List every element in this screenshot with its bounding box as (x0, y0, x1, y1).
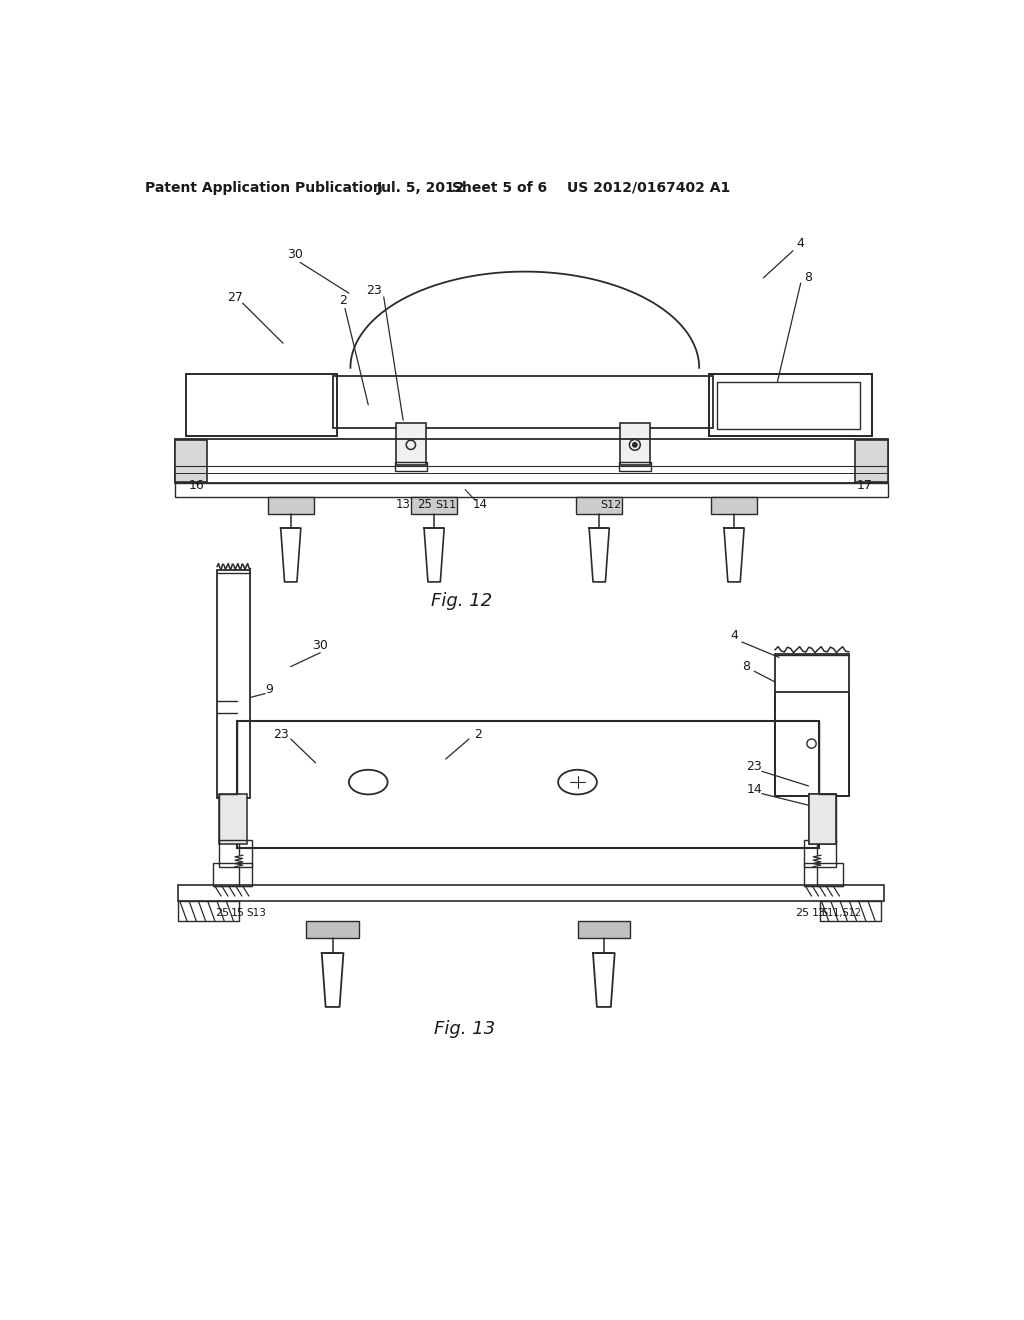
Bar (394, 462, 427, 471)
Bar (804, 863, 843, 886)
Bar (186, 374, 337, 436)
Text: 30: 30 (287, 248, 302, 261)
Text: 2: 2 (340, 294, 347, 308)
Bar (217, 570, 251, 797)
Text: 8: 8 (742, 660, 751, 673)
Text: 9: 9 (265, 684, 273, 696)
Bar (174, 483, 888, 498)
Text: 25: 25 (796, 908, 809, 917)
Bar (219, 793, 247, 843)
Text: Sheet 5 of 6: Sheet 5 of 6 (453, 181, 548, 194)
Bar (710, 374, 872, 436)
Bar (174, 438, 888, 483)
Text: 15: 15 (231, 908, 245, 917)
Text: 14: 14 (473, 499, 488, 511)
Text: 25: 25 (215, 908, 229, 917)
Text: Patent Application Publication: Patent Application Publication (144, 181, 383, 194)
Bar (267, 498, 314, 515)
Text: US 2012/0167402 A1: US 2012/0167402 A1 (567, 181, 730, 194)
Bar (775, 653, 849, 796)
Text: 23: 23 (273, 727, 290, 741)
Text: S12: S12 (600, 500, 622, 510)
Bar (178, 884, 884, 902)
Text: 2: 2 (474, 727, 482, 741)
Bar (213, 863, 252, 886)
Text: S11,S12: S11,S12 (821, 908, 861, 917)
Text: Fig. 13: Fig. 13 (434, 1019, 496, 1038)
Bar (804, 840, 837, 867)
Text: S11: S11 (435, 500, 457, 510)
Text: 17: 17 (856, 479, 872, 492)
Bar (618, 462, 651, 471)
Text: 13: 13 (812, 908, 826, 917)
Bar (621, 422, 649, 465)
Bar (174, 441, 207, 482)
Text: 8: 8 (805, 271, 812, 284)
Bar (775, 692, 849, 796)
Bar (178, 902, 239, 921)
Bar (237, 721, 819, 847)
Bar (306, 921, 359, 937)
Bar (219, 840, 252, 867)
Text: Fig. 12: Fig. 12 (431, 593, 492, 610)
Text: 4: 4 (730, 630, 738, 643)
Bar (575, 498, 623, 515)
Text: 25: 25 (418, 499, 432, 511)
Text: Jul. 5, 2012: Jul. 5, 2012 (377, 181, 465, 194)
Bar (717, 381, 860, 429)
Bar (809, 793, 837, 843)
Circle shape (633, 442, 637, 447)
Bar (711, 498, 758, 515)
Bar (855, 441, 888, 482)
Text: 30: 30 (312, 639, 328, 652)
Text: 4: 4 (797, 236, 805, 249)
Bar (710, 374, 872, 436)
Text: 23: 23 (367, 284, 382, 297)
Text: 16: 16 (188, 479, 204, 492)
Bar (334, 376, 713, 428)
Text: 27: 27 (227, 290, 243, 304)
Bar (411, 498, 458, 515)
Bar (578, 921, 630, 937)
Text: 14: 14 (746, 783, 762, 796)
Text: S13: S13 (246, 908, 266, 917)
Bar (820, 902, 881, 921)
Bar (809, 793, 837, 843)
Bar (396, 422, 426, 465)
Text: 13: 13 (395, 499, 411, 511)
Text: 23: 23 (746, 760, 762, 774)
